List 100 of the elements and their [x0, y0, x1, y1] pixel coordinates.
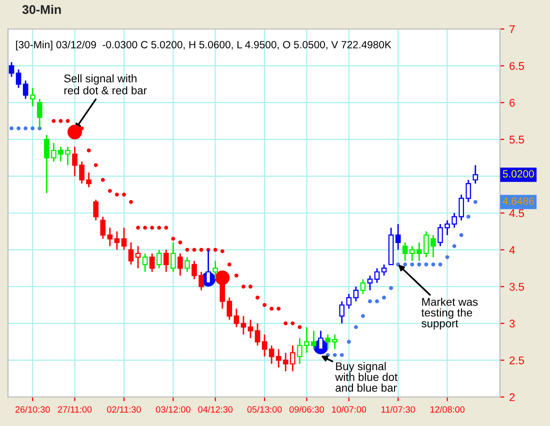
candlestick: [395, 223, 401, 250]
candlestick: [121, 227, 127, 250]
point: [185, 248, 190, 252]
candlestick: [353, 286, 359, 302]
point: [24, 126, 28, 130]
point: [396, 262, 400, 266]
point: [459, 233, 464, 238]
point: [58, 119, 63, 123]
point: [122, 192, 126, 197]
candlestick: [128, 242, 134, 266]
y-tick-label: 6.5: [510, 62, 524, 70]
point: [382, 296, 386, 300]
point: [354, 325, 358, 330]
point: [86, 148, 91, 152]
candlestick: [234, 308, 240, 328]
candlestick: [30, 87, 36, 107]
y-tick-label: 3: [509, 320, 515, 328]
y-tick-label: 6: [510, 98, 515, 107]
point: [16, 126, 21, 130]
candlestick: [360, 278, 366, 295]
point: [213, 248, 218, 252]
point: [424, 262, 428, 266]
candlestick: [248, 319, 254, 339]
point: [389, 286, 394, 290]
point: [66, 119, 70, 123]
point: [199, 248, 204, 252]
point: [290, 321, 295, 326]
annotation: Market was testing the support: [421, 298, 478, 330]
point: [114, 192, 119, 197]
point: [178, 240, 182, 244]
text: 4.6486: [502, 197, 534, 205]
candlestick: [142, 252, 148, 273]
x-tick-label: 27/11:00: [58, 406, 92, 413]
candlestick: [262, 334, 268, 358]
candlestick: [16, 68, 22, 89]
point: [52, 119, 56, 123]
text: [30-Min] 03/12/09 -0.0300 C 5.0200, H 5.0600, L 4.9500, O 5.0500, V 722.4980K: [16, 40, 392, 50]
point: [150, 226, 154, 230]
y-tick-label: 5.5: [509, 136, 524, 144]
y-tick-label: 2: [510, 393, 515, 402]
y-tick-label: 2.5: [510, 356, 524, 364]
point: [284, 321, 288, 326]
x-tick-label: 10/07:00: [332, 406, 366, 413]
candlestick: [107, 227, 113, 247]
x-tick-label: 04/12:30: [198, 406, 233, 413]
candlestick: [93, 199, 99, 222]
y-tick-label: 4: [509, 246, 515, 254]
point: [466, 214, 470, 219]
point: [192, 248, 196, 252]
x-tick-label: 09/06:30: [290, 406, 324, 413]
point: [157, 226, 162, 230]
point: [234, 274, 238, 278]
point: [100, 178, 105, 182]
candlestick: [374, 268, 380, 284]
point: [270, 306, 274, 311]
point: [346, 340, 351, 344]
chart-title: 30-Min: [22, 4, 61, 14]
candlestick: [100, 216, 106, 240]
x-tick-label: 26/10:30: [15, 406, 50, 413]
annotation: Sell signal with red dot & red bar: [64, 74, 147, 94]
candlestick: [163, 249, 169, 273]
candlestick: [184, 256, 190, 273]
point: [473, 200, 478, 204]
candlestick: [268, 344, 274, 365]
candlestick: [170, 242, 176, 273]
point: [10, 126, 14, 130]
y-tick-label: 3.5: [509, 282, 524, 291]
y-tick-label: 7: [510, 25, 515, 34]
candlestick: [135, 245, 141, 269]
candlestick: [367, 274, 373, 291]
point: [298, 325, 302, 330]
candlestick: [240, 315, 246, 336]
point: [438, 262, 442, 266]
point: [375, 299, 379, 304]
point: [417, 262, 422, 266]
candlestick: [254, 322, 260, 346]
point: [262, 303, 267, 307]
candlestick: [114, 230, 120, 250]
point: [403, 262, 408, 266]
candlestick: [178, 252, 183, 276]
point: [340, 353, 344, 358]
point: [143, 226, 148, 230]
point: [256, 296, 260, 300]
point: [164, 226, 168, 230]
candlestick: [381, 264, 387, 276]
point: [431, 262, 436, 266]
point: [445, 255, 450, 260]
point: [360, 314, 365, 318]
x-tick-label: 05/13:00: [247, 406, 282, 413]
x-tick-label: 12/08:00: [430, 406, 465, 413]
point: [276, 306, 281, 311]
point: [241, 284, 246, 289]
point: [227, 262, 232, 266]
point: [94, 163, 98, 168]
x-tick-label: 11/07:30: [382, 406, 415, 413]
point: [220, 249, 224, 254]
y-tick-label: 4.5: [509, 209, 524, 218]
candlestick: [149, 252, 155, 273]
candlestick: [8, 61, 14, 78]
point: [136, 226, 140, 230]
